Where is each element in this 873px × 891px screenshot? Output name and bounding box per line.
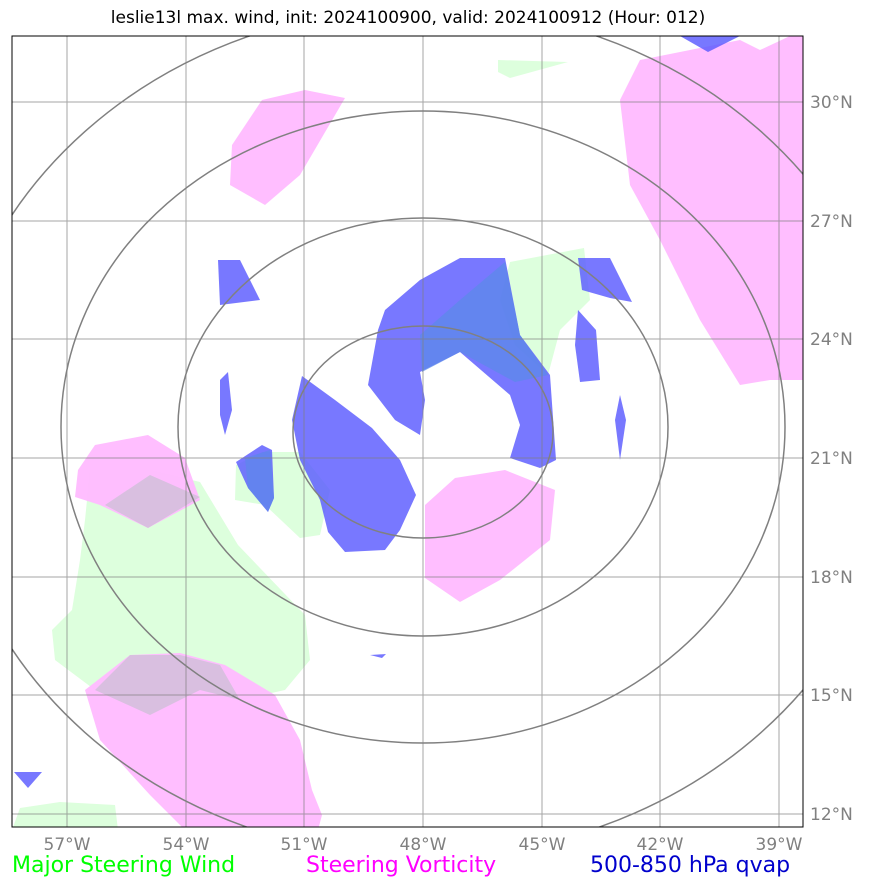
- lat-tick-label: 24°N: [810, 330, 853, 350]
- lat-tick-label: 15°N: [810, 686, 853, 706]
- plot-frame: [11, 35, 804, 828]
- lon-tick-label: 39°W: [756, 835, 803, 855]
- lon-tick-label: 42°W: [637, 835, 684, 855]
- lat-tick-label: 27°N: [810, 212, 853, 232]
- lon-tick-label: 57°W: [44, 835, 91, 855]
- lat-tick-label: 30°N: [810, 93, 853, 113]
- lat-tick-label: 18°N: [810, 568, 853, 588]
- lon-tick-label: 45°W: [519, 835, 566, 855]
- graticule: [12, 36, 803, 827]
- lon-tick-label: 51°W: [281, 835, 328, 855]
- range-rings: [12, 36, 803, 827]
- legend-qvap: 500-850 hPa qvap: [590, 853, 791, 878]
- vorticity-areas: [75, 36, 803, 827]
- lat-tick-label: 12°N: [810, 805, 853, 825]
- lon-tick-label: 48°W: [400, 835, 447, 855]
- legend-steering-wind: Major Steering Wind: [12, 853, 236, 878]
- lon-tick-label: 54°W: [163, 835, 210, 855]
- lat-tick-label: 21°N: [810, 449, 853, 469]
- lon-tick-labels: 57°W 54°W 51°W 48°W 45°W 42°W 39°W: [44, 835, 803, 855]
- legend-steering-vorticity: Steering Vorticity: [306, 853, 497, 878]
- lat-tick-labels: 30°N 27°N 24°N 21°N 18°N 15°N 12°N: [810, 93, 853, 825]
- map-title: leslie13l max. wind, init: 2024100900, v…: [110, 8, 706, 28]
- overlap-areas: [95, 262, 548, 715]
